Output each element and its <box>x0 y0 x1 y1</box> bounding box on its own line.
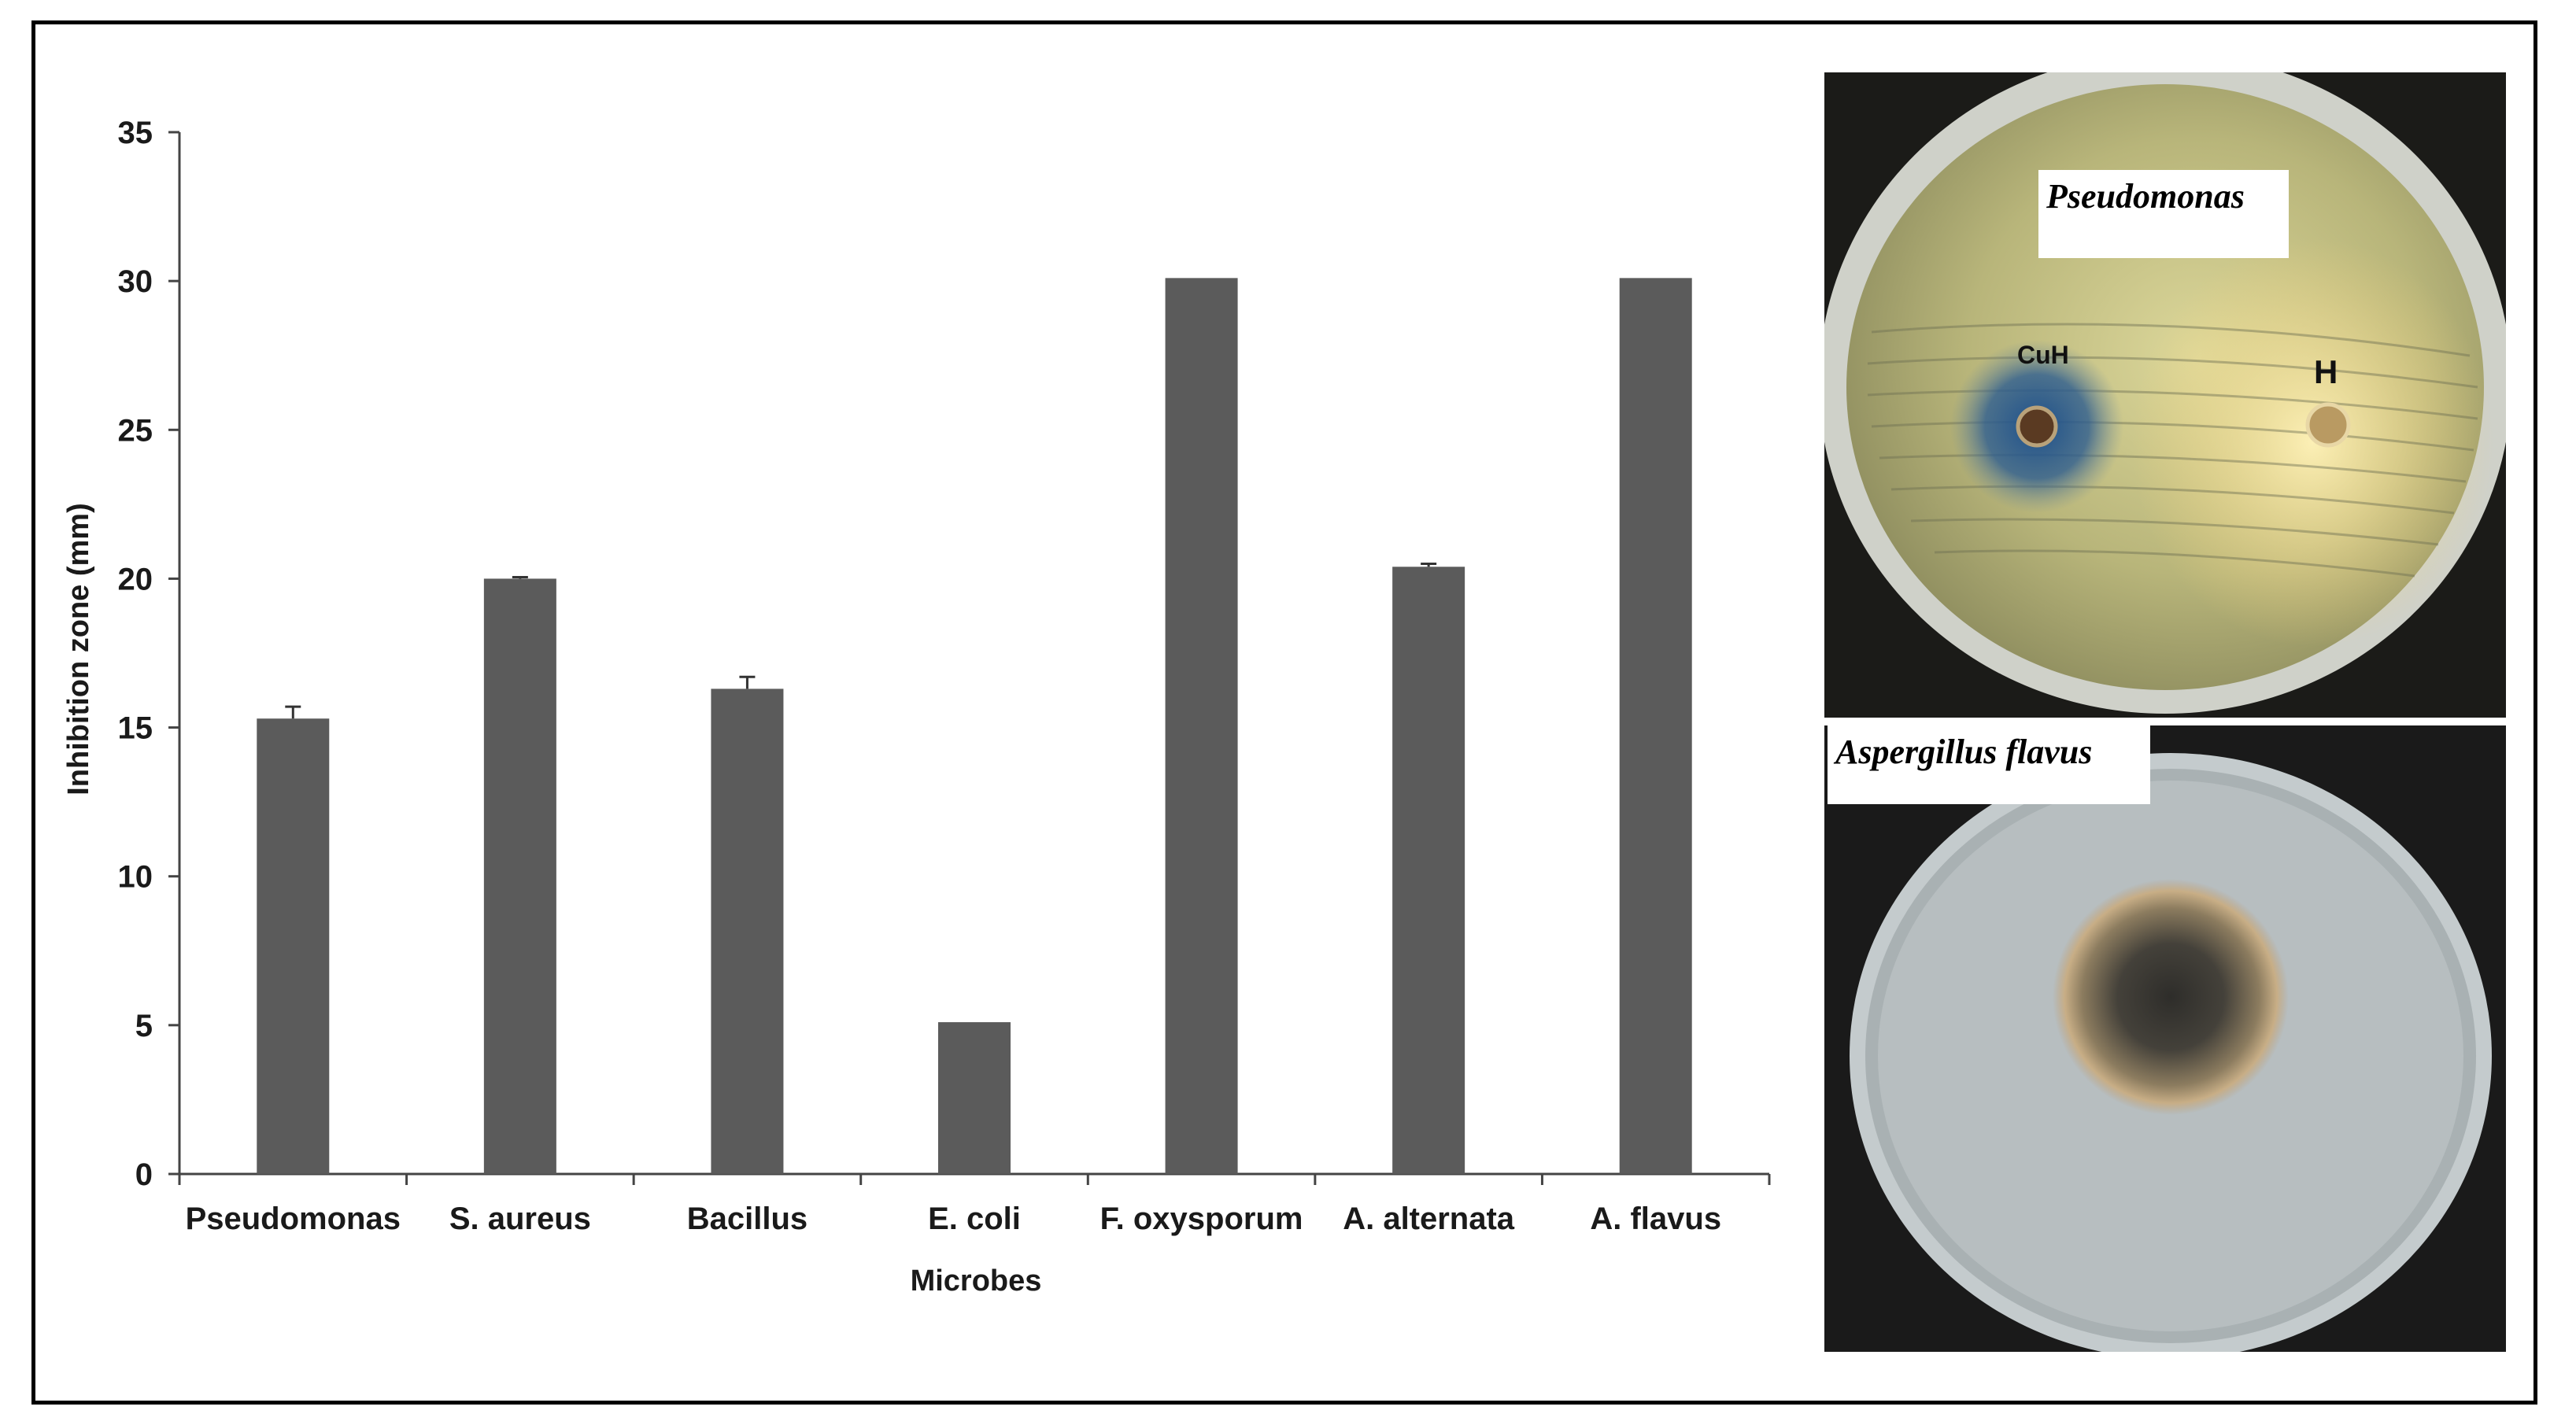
y-tick-label: 0 <box>135 1157 153 1192</box>
bar <box>938 1022 1011 1174</box>
x-tick-label: A. alternata <box>1343 1202 1515 1236</box>
bar <box>1619 278 1692 1174</box>
well-label-cuh: CuH <box>2017 341 2069 369</box>
chart-ticks: 0 5 10 15 20 25 30 35 Pseudomonas S. aureus Bacill… <box>118 116 1771 1236</box>
y-tick-label: 5 <box>135 1009 153 1043</box>
y-tick-label: 30 <box>118 264 153 299</box>
bar <box>257 718 330 1174</box>
x-tick-label: F. oxysporum <box>1100 1202 1303 1236</box>
x-tick-label: Pseudomonas <box>186 1202 401 1236</box>
chart-bars <box>257 278 1692 1174</box>
y-tick-label: 20 <box>118 562 153 596</box>
well-label-h: H <box>2314 353 2338 390</box>
y-axis-title: Inhibition zone (mm) <box>62 503 95 796</box>
x-tick-label: Bacillus <box>687 1202 808 1236</box>
y-tick-label: 15 <box>118 711 153 746</box>
bar <box>483 578 556 1174</box>
x-tick-label: E. coli <box>928 1202 1021 1236</box>
x-axis-title: Microbes <box>911 1264 1042 1298</box>
y-tick-label: 35 <box>118 116 153 150</box>
pseudomonas-label: Pseudomonas <box>2038 170 2289 258</box>
x-tick-label: A. flavus <box>1590 1202 1721 1236</box>
bar-chart: 0 5 10 15 20 25 30 35 Pseudomonas S. aureus Bacill… <box>62 116 1771 1298</box>
x-tick-label: S. aureus <box>449 1202 591 1236</box>
aspergillus-label: Aspergillus flavus <box>1828 725 2150 804</box>
y-tick-label: 10 <box>118 860 153 895</box>
bar <box>1165 278 1238 1174</box>
bar <box>711 689 784 1174</box>
aspergillus-plate-photo: Aspergillus flavus <box>1824 725 2506 1352</box>
y-tick-label: 25 <box>118 413 153 448</box>
chart-axes <box>178 132 1769 1176</box>
bar <box>1392 567 1465 1174</box>
pseudomonas-plate-photo: CuH H Pseudomonas <box>1824 72 2506 718</box>
